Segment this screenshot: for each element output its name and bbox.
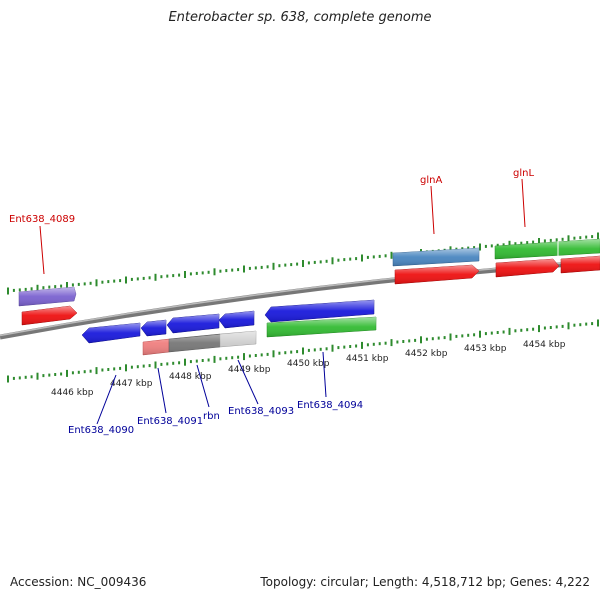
ruler-label-4448: 4448 kbp (169, 372, 212, 382)
gene-label-ent638-4089[interactable]: Ent638_4089 (9, 214, 75, 225)
gene-label-glnl[interactable]: glnL (513, 168, 534, 179)
label-leader-ent638-4090 (96, 374, 117, 425)
ruler-label-4450: 4450 kbp (287, 359, 330, 369)
cds-ent638-4091-gloss (141, 320, 166, 336)
cds-ent638-4094-gloss (265, 300, 374, 322)
gene-feature-lower-gloss (143, 331, 256, 355)
page-title: Enterobacter sp. 638, complete genome (168, 10, 432, 25)
cds-ent638-4090-gloss (82, 323, 140, 343)
label-leader-ent638-4089 (39, 225, 45, 275)
label-leader-ent638-4094 (322, 351, 327, 398)
ruler-label-4447: 4447 kbp (110, 379, 153, 389)
plus-strand-labels: Ent638_4089 glnA glnL (9, 168, 534, 275)
cds-ent638-4089-gloss (22, 306, 77, 325)
ruler-label-4449: 4449 kbp (228, 365, 271, 375)
gene-label-ent638-4094[interactable]: Ent638_4094 (297, 400, 363, 411)
gene-feature-glna-steelblue-gloss (393, 248, 479, 266)
genome-summary-text: Topology: circular; Length: 4,518,712 bp… (260, 575, 590, 589)
cds-ent638-4093-gloss (219, 311, 254, 328)
gene-label-ent638-4091[interactable]: Ent638_4091 (137, 416, 203, 427)
ruler-labels: 4446 kbp 4447 kbp 4448 kbp 4449 kbp 4450… (51, 340, 566, 398)
gene-feature-ent638-4089-purple-gloss (19, 287, 76, 306)
cds-glnl-gloss (496, 259, 559, 277)
label-leader-rbn (196, 364, 210, 408)
plus-strand-features (18, 238, 600, 326)
cds-glna-gloss (395, 265, 479, 284)
ruler-label-4452: 4452 kbp (405, 349, 448, 359)
minus-strand-labels: Ent638_4090 Ent638_4091 rbn Ent638_4093 … (68, 351, 363, 436)
gene-feature-glnl-green-gloss (495, 239, 600, 259)
label-leader-ent638-4093 (237, 359, 259, 405)
gene-feature-ent638-4094-green-gloss (267, 317, 376, 337)
lower-tick-track (7, 319, 599, 383)
label-leader-glna (430, 185, 435, 235)
cds-next-plus-gloss (561, 256, 600, 273)
label-leader-glnl (521, 178, 526, 228)
accession-text: Accession: NC_009436 (10, 575, 147, 589)
cds-rbn-gloss (167, 314, 219, 333)
ruler-label-4451: 4451 kbp (346, 354, 389, 364)
gene-label-glna[interactable]: glnA (420, 175, 442, 186)
gene-label-rbn[interactable]: rbn (203, 411, 220, 422)
ruler-label-4453: 4453 kbp (464, 344, 507, 354)
label-leader-ent638-4091 (157, 367, 167, 414)
minus-strand-features (81, 299, 377, 356)
ruler-label-4454: 4454 kbp (523, 340, 566, 350)
ruler-label-4446: 4446 kbp (51, 388, 94, 398)
gene-label-ent638-4093[interactable]: Ent638_4093 (228, 406, 294, 417)
gene-label-ent638-4090[interactable]: Ent638_4090 (68, 425, 134, 436)
